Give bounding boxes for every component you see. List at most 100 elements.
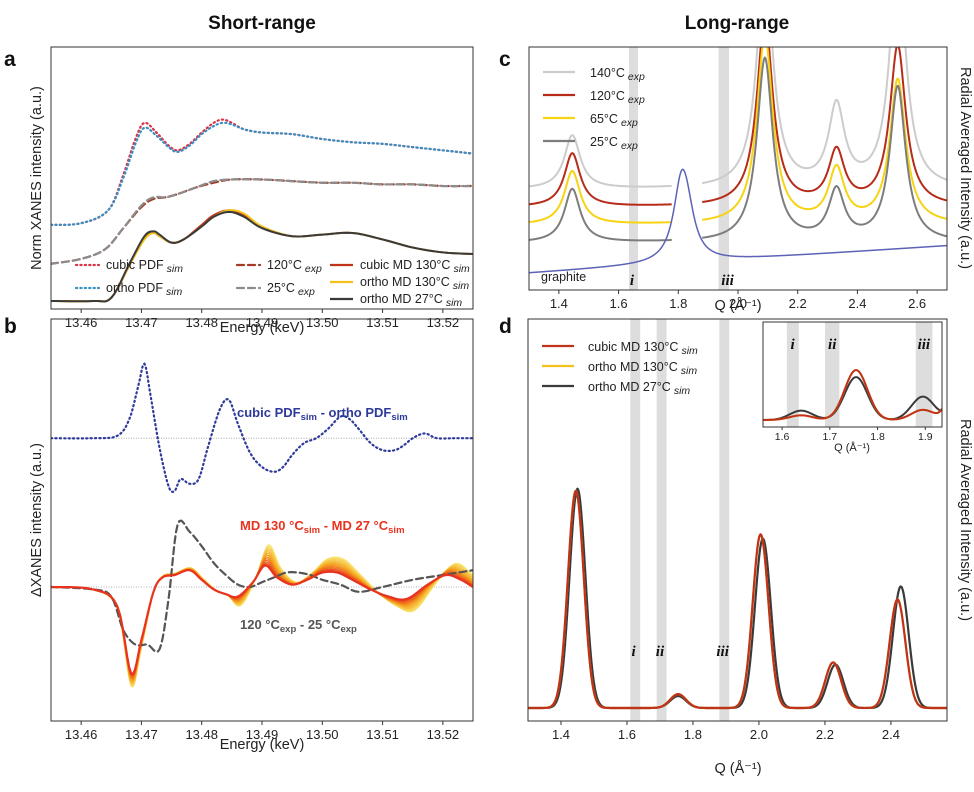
panel-a-series-6 xyxy=(51,210,473,303)
panel-c-series-1 xyxy=(529,47,947,206)
panel-c-x-tick-label: 1.6 xyxy=(610,296,628,311)
inset-band-0 xyxy=(786,322,799,427)
panel-c-series-0 xyxy=(529,47,947,188)
panel-d-x-tick-label: 2.2 xyxy=(816,727,834,742)
panel-c-x-tick-label: 1.4 xyxy=(550,296,568,311)
panel-c-xlabel: Q (Å⁻¹) xyxy=(714,297,761,314)
panel-b-annotation-2: 120 °Cexp - 25 °Cexp xyxy=(240,617,357,635)
panel-a-x-tick-label: 13.46 xyxy=(65,315,98,330)
panel-b-x-tick-label: 13.47 xyxy=(125,727,158,742)
panel-b-x-tick-label: 13.50 xyxy=(306,727,339,742)
panel-a-x-tick-label: 13.51 xyxy=(366,315,399,330)
panel-c-legend-label-3: 25°C exp xyxy=(590,135,638,152)
inset-x-tick-label: 1.9 xyxy=(918,431,933,443)
panel-d-band-2 xyxy=(719,319,730,721)
panel-a-legend-label-0: cubic PDF sim xyxy=(106,258,183,275)
panel-d-band-label-2: iii xyxy=(716,644,729,660)
panel-d-series-2 xyxy=(528,487,947,710)
panel-label-b: b xyxy=(4,315,17,338)
panel-d-x-tick-label: 2.4 xyxy=(882,727,900,742)
panel-b-annotation-0: cubic PDFsim - ortho PDFsim xyxy=(237,405,408,423)
panel-b-ylabel: ΔXANES intensity (a.u.) xyxy=(29,443,45,597)
panel-a-ylabel: Norm XANES intensity (a.u.) xyxy=(29,86,45,270)
title-long-range: Long-range xyxy=(685,13,790,34)
panel-c-x-tick-label: 2.2 xyxy=(789,296,807,311)
panel-a-x-tick-label: 13.52 xyxy=(427,315,460,330)
inset-band-1 xyxy=(825,322,840,427)
inset-x-tick-label: 1.7 xyxy=(823,431,838,443)
panel-d-band-label-0: i xyxy=(631,644,636,660)
panel-d-inset: i ii iii 1.6 1.7 1.8 1.9 Q (Å⁻¹) xyxy=(762,321,943,454)
panel-b-series-1 xyxy=(51,519,473,653)
inset-x-tick-label: 1.6 xyxy=(775,431,790,443)
inset-band-label-1: ii xyxy=(828,337,837,353)
panel-d-x-tick-label: 1.4 xyxy=(552,727,570,742)
panel-c-series-3 xyxy=(529,56,947,242)
panel-c-legend-label-2: 65°C exp xyxy=(590,112,638,129)
panel-a-legend-label-4: cubic MD 130°C sim xyxy=(360,258,470,275)
panel-a-xlabel: Energy (keV) xyxy=(220,320,305,336)
panel-d-x-tick-label: 1.6 xyxy=(618,727,636,742)
inset-band-2 xyxy=(915,322,933,427)
panel-d-series-0 xyxy=(528,489,947,710)
panel-c-x-tick-label: 2.4 xyxy=(848,296,866,311)
panel-d-legend-label-2: ortho MD 27°C sim xyxy=(588,380,690,397)
panel-a-series-2 xyxy=(51,178,473,265)
panel-a: 13.46 13.47 13.48 13.49 13.50 13.51 13.52 Ener… xyxy=(29,46,474,336)
panel-a-x-tick-label: 13.50 xyxy=(306,315,339,330)
panel-d-band-1 xyxy=(656,319,667,721)
panel-label-d: d xyxy=(499,315,512,338)
panel-b-x-tick-label: 13.46 xyxy=(65,727,98,742)
inset-xlabel: Q (Å⁻¹) xyxy=(834,441,870,454)
inset-band-label-0: i xyxy=(791,337,796,353)
inset-border xyxy=(762,321,943,428)
panel-d-band-0 xyxy=(630,319,641,721)
panel-a-legend-label-1: ortho PDF sim xyxy=(106,281,183,298)
panel-c: i iii 1.4 1.6 1.8 2.0 2.2 2.4 2.6 Q (Å⁻¹) Radia… xyxy=(528,46,973,314)
panel-c-series-4 xyxy=(529,168,947,274)
panel-d: i ii iii 1.4 1.6 1.8 2.0 2.2 2.4 Q (Å⁻¹) Radial… xyxy=(527,318,973,777)
title-short-range: Short-range xyxy=(208,13,316,34)
panel-a-x-tick-label: 13.47 xyxy=(125,315,158,330)
panel-b-x-tick-label: 13.48 xyxy=(185,727,218,742)
panel-b-x-tick-label: 13.49 xyxy=(246,727,279,742)
panel-d-legend-label-0: cubic MD 130°C sim xyxy=(588,340,698,357)
panel-c-band-label-0: i xyxy=(630,273,635,289)
panel-a-legend-label-3: 25°C exp xyxy=(267,281,315,298)
panel-c-band-label-1: iii xyxy=(721,273,734,289)
panel-d-x-tick-label: 2.0 xyxy=(750,727,768,742)
panel-c-legend-label-1: 120°C exp xyxy=(590,89,645,106)
panel-c-graphite-label: graphite xyxy=(541,270,586,284)
panel-a-series-3 xyxy=(51,178,473,265)
panel-a-legend-label-6: ortho MD 27°C sim xyxy=(360,292,462,309)
panel-d-band-label-1: ii xyxy=(656,644,665,660)
panel-b-x-tick-label: 13.51 xyxy=(366,727,399,742)
panel-a-x-tick-label: 13.48 xyxy=(185,315,218,330)
panel-b-xlabel: Energy (keV) xyxy=(220,737,305,753)
panel-a-series-0 xyxy=(51,118,473,226)
panel-label-c: c xyxy=(499,48,511,71)
panel-c-x-tick-label: 2.0 xyxy=(729,296,747,311)
panel-b-x-tick-label: 13.52 xyxy=(427,727,460,742)
panel-a-legend-label-5: ortho MD 130°C sim xyxy=(360,275,469,292)
panel-b-series-0 xyxy=(51,362,473,494)
panel-c-x-tick-label: 1.8 xyxy=(669,296,687,311)
panel-d-frame xyxy=(527,318,948,722)
inset-series-2 xyxy=(763,376,942,421)
panel-b: 13.46 13.47 13.48 13.49 13.50 13.51 13.52 Ener… xyxy=(29,318,474,753)
panel-c-band-0 xyxy=(629,47,638,290)
inset-band-label-2: iii xyxy=(918,337,931,353)
panel-c-series-2 xyxy=(529,47,947,224)
panel-c-band-1 xyxy=(718,47,730,290)
panel-c-legend-label-0: 140°C exp xyxy=(590,66,645,83)
panel-label-a: a xyxy=(4,48,16,71)
panel-b-annotation-1: MD 130 °Csim - MD 27 °Csim xyxy=(240,518,405,536)
panel-d-xlabel: Q (Å⁻¹) xyxy=(714,760,761,777)
inset-x-tick-label: 1.8 xyxy=(870,431,885,443)
panel-d-ylabel: Radial Averaged Intensity (a.u.) xyxy=(957,419,973,621)
panel-a-legend-label-2: 120°C exp xyxy=(267,258,322,275)
inset-series-0 xyxy=(763,369,942,421)
panel-c-ylabel: Radial Averaged Intensity (a.u.) xyxy=(957,67,973,269)
panel-c-x-tick-label: 2.6 xyxy=(908,296,926,311)
